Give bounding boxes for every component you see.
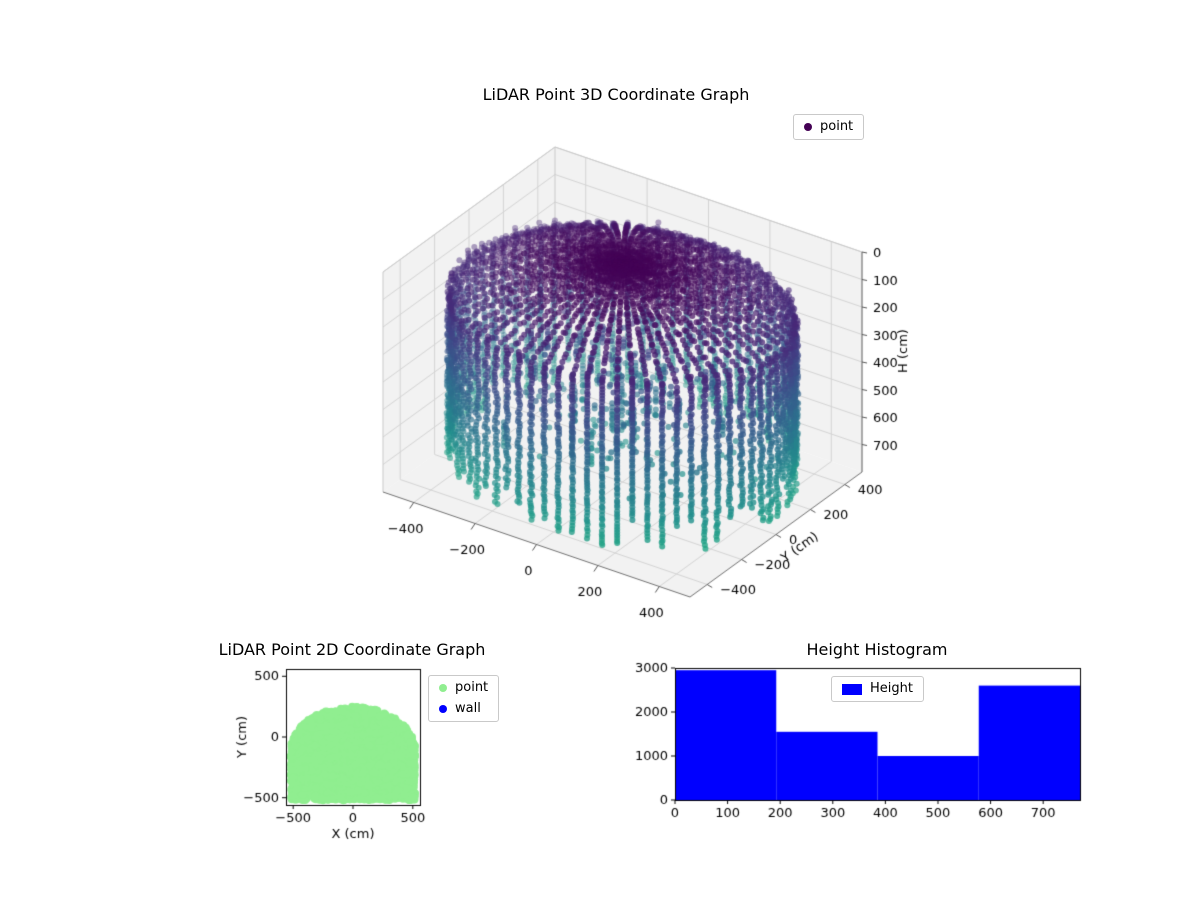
legend-label: wall — [455, 701, 481, 716]
hist-legend: Height — [831, 676, 924, 702]
point-marker-icon — [804, 123, 812, 131]
legend-item-point: point — [439, 680, 488, 696]
plot2d-title: LiDAR Point 2D Coordinate Graph — [218, 640, 486, 659]
legend-label: Height — [870, 681, 913, 696]
plot3d-legend: point — [793, 114, 865, 140]
legend-label: point — [455, 680, 489, 695]
legend-item-wall: wall — [439, 701, 488, 717]
point-marker-icon — [439, 684, 447, 692]
plot3d-title: LiDAR Point 3D Coordinate Graph — [482, 85, 750, 104]
legend-item-height: Height — [842, 681, 913, 697]
height-marker-icon — [842, 683, 862, 695]
legend-label: point — [820, 119, 854, 134]
hist-title: Height Histogram — [806, 640, 948, 659]
wall-marker-icon — [439, 705, 447, 713]
plot2d-legend: point wall — [428, 675, 500, 722]
legend-item-point: point — [804, 119, 853, 135]
